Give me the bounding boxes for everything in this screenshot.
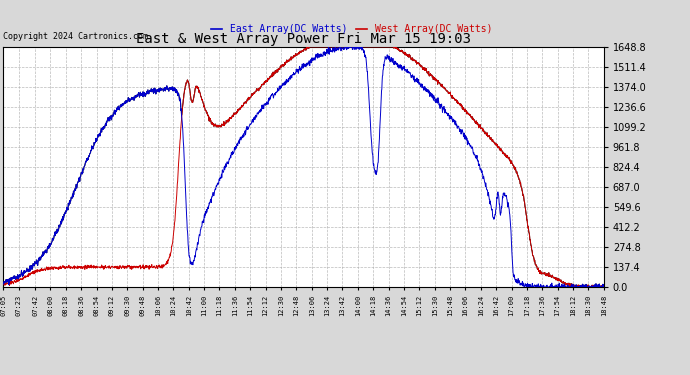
Title: East & West Array Power Fri Mar 15 19:03: East & West Array Power Fri Mar 15 19:03 bbox=[136, 32, 471, 46]
Legend: East Array(DC Watts), West Array(DC Watts): East Array(DC Watts), West Array(DC Watt… bbox=[207, 21, 496, 38]
Text: Copyright 2024 Cartronics.com: Copyright 2024 Cartronics.com bbox=[3, 32, 148, 41]
